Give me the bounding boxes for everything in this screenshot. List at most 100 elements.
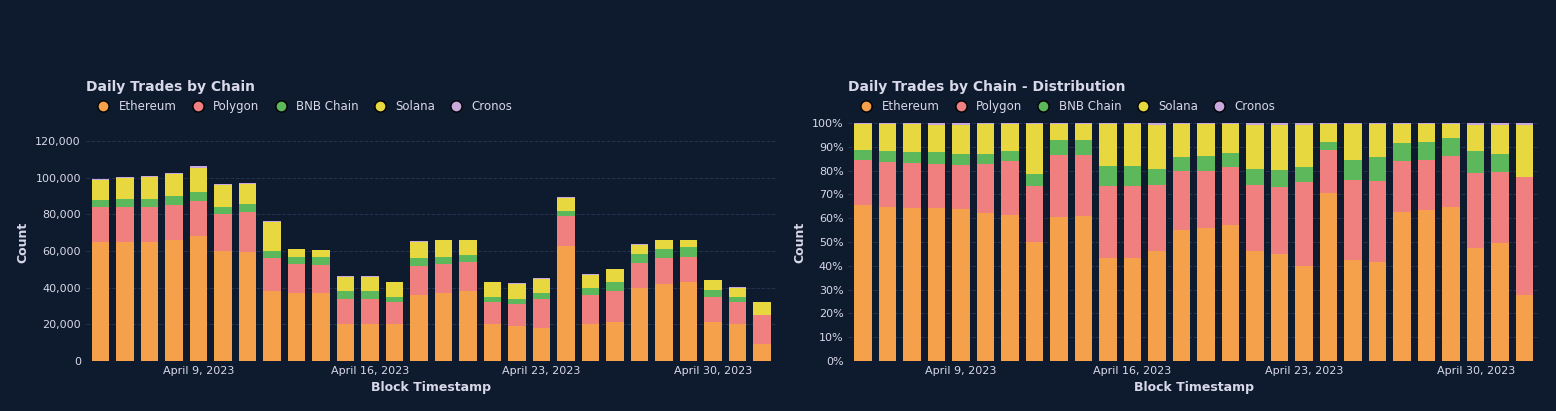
Bar — [1271, 123, 1288, 125]
Bar — [411, 266, 428, 295]
Bar — [607, 323, 624, 361]
Bar — [263, 259, 280, 291]
Bar — [361, 324, 378, 361]
Bar — [728, 302, 747, 324]
Y-axis label: Count: Count — [17, 221, 30, 263]
Bar — [411, 295, 428, 361]
Bar — [1393, 212, 1411, 361]
Bar — [1148, 251, 1165, 361]
Bar — [532, 279, 551, 293]
Bar — [1319, 123, 1338, 124]
Bar — [386, 302, 403, 324]
Bar — [1344, 260, 1362, 361]
Bar — [753, 344, 770, 361]
Bar — [532, 328, 551, 361]
Bar — [879, 207, 896, 361]
Bar — [1075, 155, 1092, 216]
Bar — [336, 324, 355, 361]
Bar — [1197, 124, 1215, 156]
Bar — [117, 177, 134, 178]
Bar — [532, 278, 551, 279]
Bar — [1491, 154, 1509, 172]
Bar — [1491, 172, 1509, 243]
Bar — [1246, 251, 1263, 361]
Bar — [165, 206, 182, 240]
Bar — [1246, 169, 1263, 185]
Bar — [386, 324, 403, 361]
Bar — [977, 123, 994, 124]
Bar — [215, 207, 232, 215]
Bar — [361, 277, 378, 291]
Bar — [1075, 123, 1092, 124]
Bar — [927, 208, 946, 361]
Bar — [705, 297, 722, 323]
Bar — [1050, 123, 1067, 124]
Bar — [630, 288, 649, 361]
Bar — [1197, 171, 1215, 228]
Bar — [1075, 124, 1092, 140]
Bar — [1197, 123, 1215, 124]
Bar — [313, 265, 330, 293]
Bar — [1516, 177, 1534, 295]
Bar — [117, 199, 134, 207]
Bar — [879, 124, 896, 151]
Bar — [509, 326, 526, 361]
Bar — [1344, 123, 1362, 125]
Bar — [459, 262, 476, 291]
Bar — [1418, 123, 1436, 124]
Bar — [484, 302, 501, 324]
Bar — [607, 282, 624, 291]
Bar — [509, 304, 526, 326]
Bar — [459, 291, 476, 361]
Bar — [655, 249, 672, 259]
Bar — [728, 287, 747, 288]
Bar — [582, 275, 599, 288]
Bar — [607, 269, 624, 282]
Bar — [1369, 123, 1386, 125]
Bar — [728, 288, 747, 297]
Bar — [1271, 170, 1288, 187]
Bar — [879, 151, 896, 162]
Bar — [288, 264, 305, 293]
Bar — [459, 255, 476, 262]
Bar — [434, 256, 453, 264]
Bar — [680, 240, 697, 247]
Bar — [1050, 140, 1067, 155]
Bar — [680, 256, 697, 282]
Bar — [630, 263, 649, 288]
Bar — [1148, 123, 1165, 125]
Bar — [1099, 125, 1117, 166]
Bar — [215, 251, 232, 361]
Bar — [1123, 166, 1142, 186]
Bar — [904, 208, 921, 361]
Bar — [1271, 125, 1288, 170]
Bar — [728, 324, 747, 361]
Bar — [1123, 125, 1142, 166]
Bar — [117, 242, 134, 361]
Bar — [140, 176, 159, 177]
Bar — [977, 164, 994, 213]
Bar — [557, 197, 574, 198]
Bar — [753, 315, 770, 344]
Bar — [484, 297, 501, 302]
Bar — [238, 204, 257, 212]
Bar — [509, 284, 526, 299]
Bar — [190, 192, 207, 201]
Bar — [854, 206, 871, 361]
Bar — [630, 244, 649, 245]
Bar — [386, 282, 403, 297]
Bar — [1221, 124, 1240, 153]
Y-axis label: Count: Count — [794, 221, 806, 263]
Bar — [263, 221, 280, 222]
Bar — [977, 124, 994, 154]
Bar — [361, 299, 378, 324]
Bar — [977, 213, 994, 361]
Text: Daily Trades by Chain: Daily Trades by Chain — [86, 80, 255, 94]
Bar — [336, 276, 355, 277]
Bar — [313, 258, 330, 265]
Bar — [1001, 151, 1019, 161]
Bar — [1369, 157, 1386, 181]
Bar — [630, 245, 649, 254]
Bar — [238, 184, 257, 204]
Bar — [1418, 142, 1436, 160]
